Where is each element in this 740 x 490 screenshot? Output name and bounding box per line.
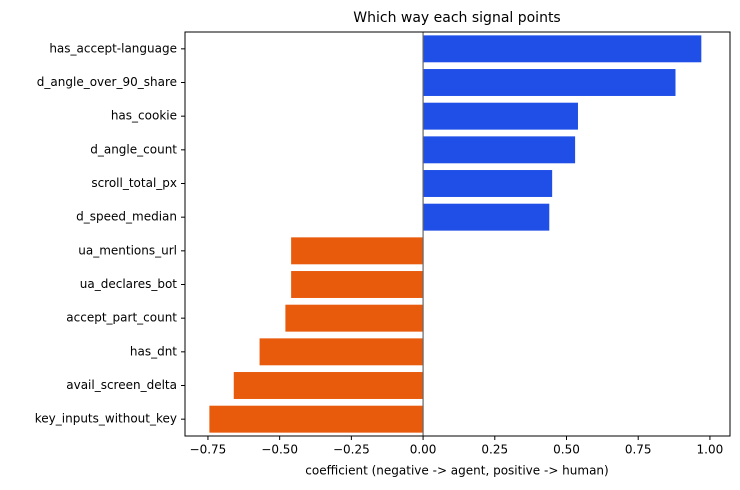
bar	[423, 136, 576, 164]
x-tick-label: −0.75	[190, 443, 227, 457]
y-tick-label: d_speed_median	[76, 210, 177, 224]
y-tick-label: scroll_total_px	[91, 176, 177, 190]
x-tick-label: 0.25	[481, 443, 508, 457]
y-tick-label: has_cookie	[111, 109, 177, 123]
y-tick-label: d_angle_over_90_share	[37, 75, 177, 89]
bar	[423, 203, 550, 231]
x-axis-label: coefficient (negative -> agent, positive…	[305, 464, 608, 478]
bar	[233, 372, 424, 399]
chart-title: Which way each signal points	[353, 10, 560, 26]
x-tick-label: 0.75	[625, 443, 652, 457]
bar	[291, 237, 424, 265]
bar	[423, 69, 676, 96]
y-tick-label: avail_screen_delta	[66, 378, 177, 392]
y-tick-label: accept_part_count	[66, 311, 177, 325]
x-tick-label: 0.00	[410, 443, 437, 457]
x-tick-label: −0.25	[333, 443, 370, 457]
plot-frame	[184, 31, 731, 437]
bar	[423, 170, 553, 197]
y-tick-label: has_accept-language	[49, 41, 177, 55]
bar	[291, 271, 424, 298]
y-tick-label: ua_declares_bot	[80, 277, 178, 291]
x-tick-label: −0.50	[261, 443, 298, 457]
x-tick-label: 1.00	[697, 443, 724, 457]
y-tick-label: key_inputs_without_key	[35, 412, 177, 426]
y-tick-label: has_dnt	[130, 344, 177, 358]
bar	[423, 102, 578, 130]
y-tick-label: d_angle_count	[90, 142, 177, 156]
bar	[259, 338, 424, 366]
x-tick-label: 0.50	[553, 443, 580, 457]
bar	[423, 35, 702, 63]
bar	[209, 405, 424, 433]
y-tick-label: ua_mentions_url	[78, 243, 177, 257]
bar	[285, 304, 424, 332]
